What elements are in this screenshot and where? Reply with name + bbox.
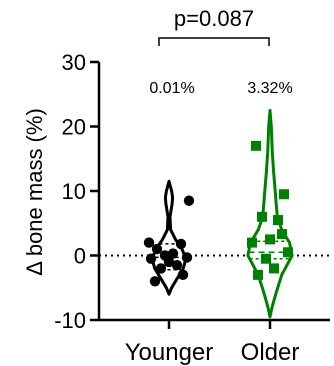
- data-point: [247, 237, 257, 248]
- x-category-younger: Younger: [125, 339, 214, 366]
- y-axis-label: Δ bone mass (%): [22, 108, 47, 276]
- y-axis-ticks: -10 0 10 20 30: [54, 50, 99, 333]
- data-point: [171, 259, 183, 271]
- y-tick-label: 0: [74, 244, 86, 269]
- data-point: [177, 269, 189, 281]
- older-percent-label: 3.32%: [247, 80, 292, 97]
- x-category-older: Older: [241, 339, 300, 366]
- data-point: [143, 237, 155, 248]
- data-point: [145, 253, 157, 264]
- violin-older: [246, 108, 294, 319]
- violin-younger: [143, 179, 195, 296]
- data-point: [149, 276, 161, 287]
- data-point: [251, 140, 261, 151]
- y-tick-label: 30: [62, 50, 86, 75]
- younger-percent-label: 0.01%: [149, 80, 194, 97]
- data-point: [159, 250, 171, 261]
- y-tick-label: 20: [62, 115, 86, 140]
- plot-area: [99, 108, 332, 319]
- data-point: [261, 253, 271, 264]
- data-point: [257, 211, 267, 222]
- data-point: [175, 238, 187, 250]
- data-point: [167, 248, 179, 259]
- data-point: [151, 243, 163, 255]
- data-point: [183, 195, 195, 206]
- data-point: [279, 189, 289, 200]
- data-point: [253, 269, 263, 280]
- significance-bracket: [158, 37, 270, 46]
- data-point: [155, 263, 167, 274]
- data-point: [283, 247, 293, 258]
- y-tick-label: -10: [54, 308, 86, 333]
- data-point: [273, 215, 283, 226]
- data-point: [265, 234, 275, 245]
- p-value-label: p=0.087: [174, 6, 254, 31]
- y-tick-label: 10: [62, 179, 86, 204]
- data-point: [181, 252, 193, 263]
- data-point: [277, 229, 287, 240]
- x-axis-ticks: [167, 320, 272, 329]
- data-point: [269, 263, 279, 274]
